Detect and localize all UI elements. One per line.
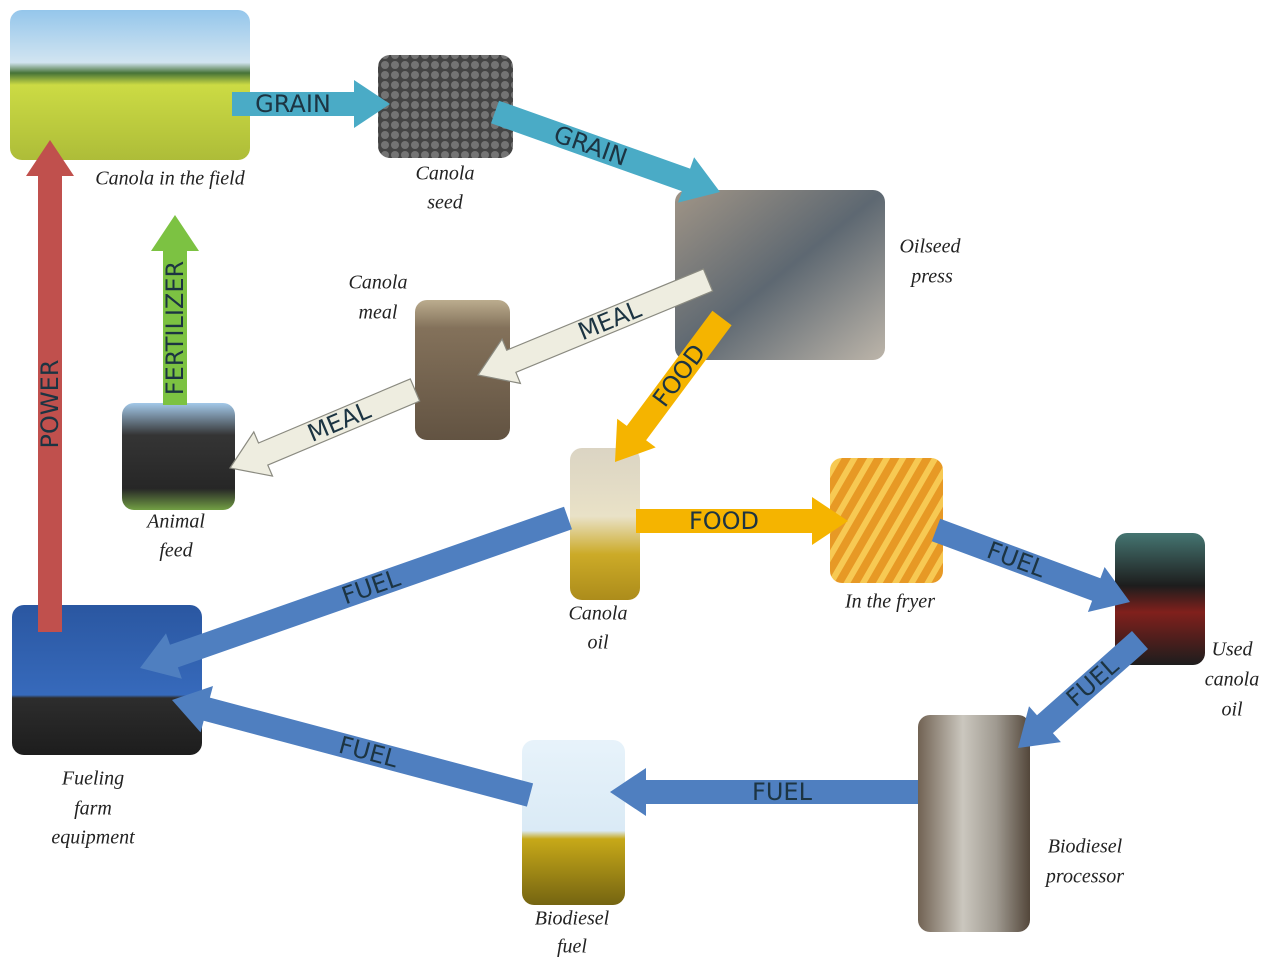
node-label: farm	[74, 798, 112, 820]
node-label: equipment	[51, 827, 135, 849]
node-label: meal	[359, 302, 398, 324]
node-label: Canola in the field	[95, 168, 245, 190]
node-label: Used	[1211, 639, 1253, 661]
flow-label: FUEL	[336, 731, 402, 774]
node-label: Oilseed	[899, 236, 961, 258]
node-picture	[918, 715, 1030, 932]
node-label: oil	[1221, 699, 1243, 721]
flow-label: FUEL	[752, 778, 813, 806]
flow-label: POWER	[36, 360, 64, 449]
flow-label: FOOD	[689, 507, 759, 535]
node-label: oil	[587, 632, 609, 654]
node-label: Biodiesel	[535, 908, 610, 930]
node-label: processor	[1044, 866, 1124, 888]
node-picture	[378, 55, 513, 158]
flow-label: MEAL	[303, 396, 375, 448]
diagram: Canola in the field Canola seed Oilseed pres…	[0, 0, 1271, 960]
node-picture	[10, 10, 250, 160]
flow-label: GRAIN	[255, 90, 331, 118]
flow-label: FUEL	[983, 536, 1049, 583]
flow-label: FERTILIZER	[161, 261, 189, 395]
node-label: Canola	[569, 603, 628, 625]
flow-label: MEAL	[574, 295, 646, 346]
node-picture	[522, 740, 625, 905]
node-label: press	[909, 266, 953, 288]
node-label: canola	[1205, 669, 1259, 691]
node-label: In the fryer	[844, 591, 935, 613]
node-label: fuel	[557, 936, 587, 958]
flow-label: FUEL	[338, 564, 404, 610]
node-label: feed	[159, 540, 193, 562]
node-label: Animal	[145, 511, 205, 533]
node-label: Canola	[349, 272, 408, 294]
flow-label: GRAIN	[550, 120, 631, 172]
node-label: Canola	[416, 163, 475, 185]
node-picture	[122, 403, 235, 510]
node-picture	[570, 448, 640, 600]
node-label: seed	[427, 192, 464, 214]
node-label: Biodiesel	[1048, 836, 1123, 858]
node-label: Fueling	[61, 768, 124, 790]
